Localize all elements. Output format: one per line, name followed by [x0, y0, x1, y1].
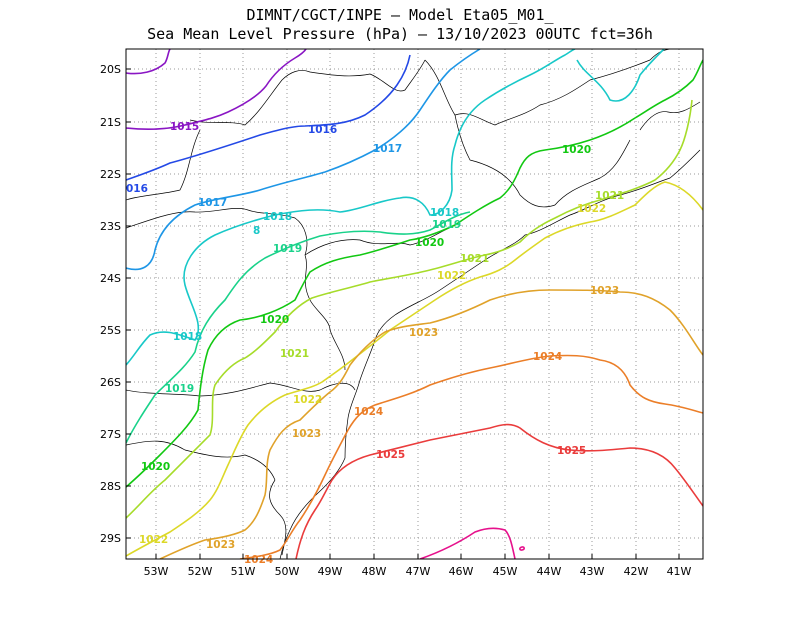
isobar-label: 1025 — [376, 449, 405, 461]
lon-tick-label: 48W — [362, 565, 387, 578]
isobar-label: 1023 — [409, 327, 438, 339]
lat-tick-label: 28S — [100, 480, 121, 493]
lon-tick-label: 42W — [624, 565, 649, 578]
plot-frame — [125, 48, 704, 560]
lon-tick-label: 44W — [537, 565, 562, 578]
lat-tick-label: 26S — [100, 376, 121, 389]
lon-tick-label: 53W — [144, 565, 169, 578]
lat-tick-label: 20S — [100, 63, 121, 76]
isobar-1018 — [126, 49, 665, 366]
lat-tick-label: 27S — [100, 428, 121, 441]
lat-tick-label: 25S — [100, 324, 121, 337]
isobar-1023 — [159, 289, 703, 559]
lon-tick-label: 43W — [580, 565, 605, 578]
isobar-label: 1022 — [577, 203, 606, 215]
isobar-1026 — [419, 527, 516, 559]
isobar-label: 1018 — [263, 211, 292, 223]
isobar-label: 1023 — [292, 428, 321, 440]
isobar-label: 1023 — [590, 285, 619, 297]
isobar-1026-closed — [519, 546, 525, 551]
isobars — [126, 49, 703, 559]
isobar-label: 1020 — [562, 144, 591, 156]
lat-tick-label: 24S — [100, 272, 121, 285]
lat-tick-label: 29S — [100, 532, 121, 545]
isobar-label: 1020 — [260, 314, 289, 326]
graticule-grid — [126, 49, 703, 559]
isobar-label: 1020 — [141, 461, 170, 473]
isobar-1019 — [126, 211, 471, 444]
isobar-1025 — [295, 423, 703, 559]
lon-tick-label: 49W — [318, 565, 343, 578]
isobar-label: 1020 — [415, 237, 444, 249]
lon-tick-label: 52W — [188, 565, 213, 578]
axis-ticks: 53W 52W 51W 50W 49W 48W 47W 46W 45W 44W 43W 42W 41W 2… — [100, 63, 692, 578]
isobar-label: 1021 — [280, 348, 309, 360]
isobar-label: 1025 — [557, 445, 586, 457]
isobar-label: 1017 — [198, 197, 227, 209]
isobar-label: 1021 — [595, 190, 624, 202]
isobar-label: 1016 — [308, 124, 337, 136]
isobar-1021 — [126, 99, 693, 519]
isobar-label: 1021 — [460, 253, 489, 265]
isobar-label: 1023 — [206, 539, 235, 551]
isobar-1016 — [126, 54, 411, 181]
isobar-labels: 1015 1016 016 1017 1017 1018 1018 1018 8… — [126, 121, 624, 566]
isobar-label: 1024 — [533, 351, 562, 363]
isobar-label: 1022 — [293, 394, 322, 406]
lat-tick-label: 23S — [100, 220, 121, 233]
isobar-label: 016 — [126, 183, 148, 195]
isobar-label: 1015 — [170, 121, 199, 133]
isobar-label: 1024 — [354, 406, 383, 418]
lon-tick-label: 50W — [275, 565, 300, 578]
isobar-label: 1018 — [173, 331, 202, 343]
lon-tick-label: 47W — [406, 565, 431, 578]
isobar-label: 1019 — [432, 219, 461, 231]
map-title-line-1: DIMNT/CGCT/INPE – Model Eta05_M01_ — [246, 6, 554, 24]
isobar-label: 1019 — [273, 243, 302, 255]
lon-tick-label: 41W — [667, 565, 692, 578]
isobar-label: 1017 — [373, 143, 402, 155]
isobar-label: 1018 — [430, 207, 459, 219]
coastline-and-borders — [126, 49, 701, 559]
isobar-1017 — [126, 49, 481, 271]
isobar-1015 — [126, 49, 307, 131]
lon-tick-label: 45W — [493, 565, 518, 578]
isobar-label: 1022 — [139, 534, 168, 546]
isobar-label: 1019 — [165, 383, 194, 395]
isobar-label: 8 — [253, 225, 260, 237]
lon-tick-label: 51W — [231, 565, 256, 578]
map-title-line-2: Sea Mean Level Pressure (hPa) – 13/10/20… — [147, 25, 653, 43]
lat-tick-label: 22S — [100, 168, 121, 181]
lon-tick-label: 46W — [449, 565, 474, 578]
isobar-1024 — [239, 354, 703, 559]
lat-tick-label: 21S — [100, 116, 121, 129]
isobar-label: 1022 — [437, 270, 466, 282]
isobar-1020 — [126, 59, 703, 488]
isobar-label: 1024 — [244, 554, 273, 566]
